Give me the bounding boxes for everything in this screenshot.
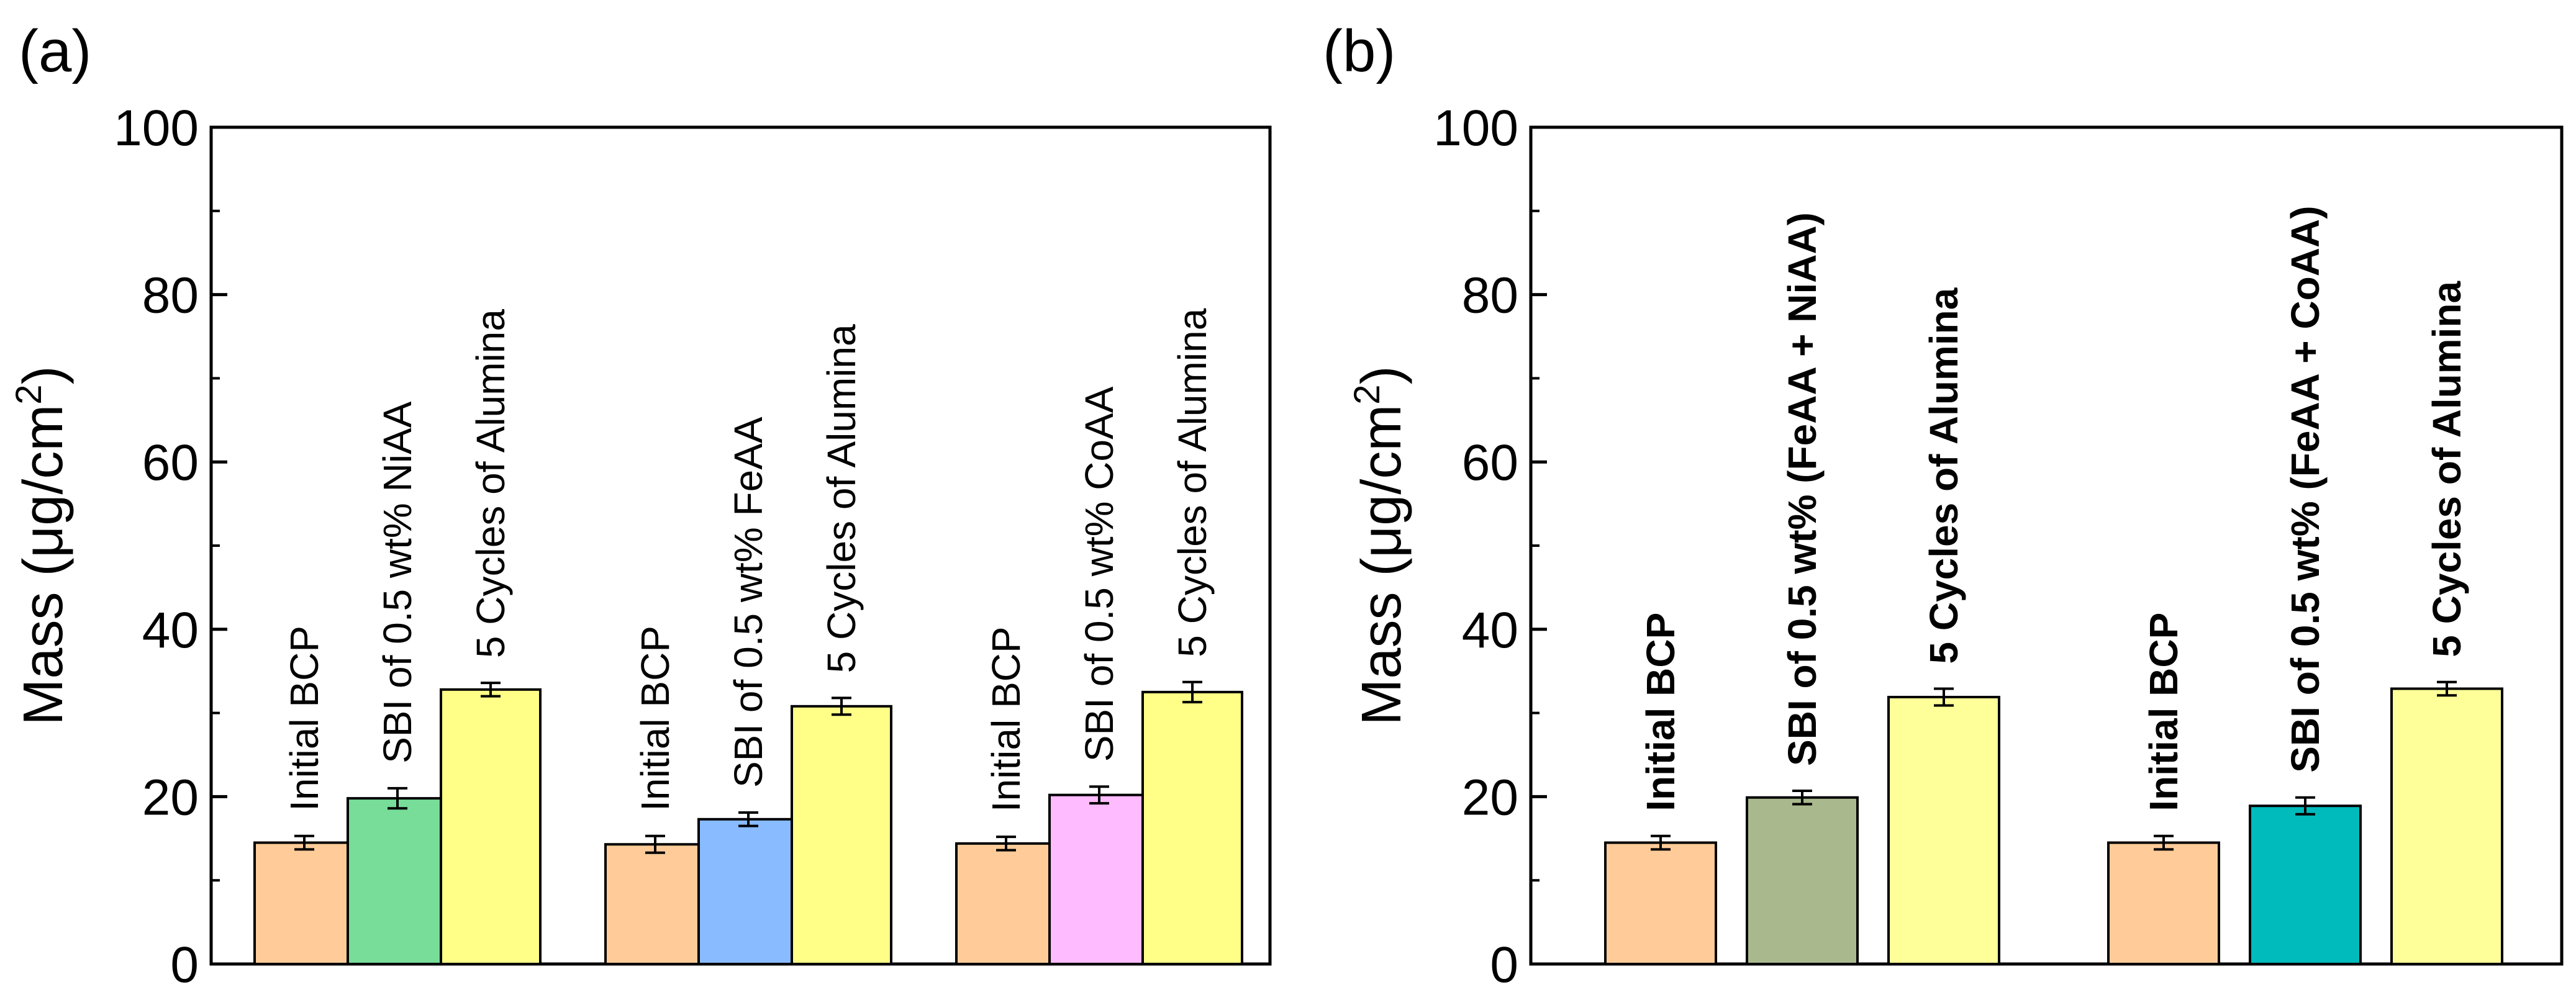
- bar: [1746, 796, 1859, 966]
- chart-panel-1: (b) 0 20 40 60 80 100 Mass (μg/cm2) Initial BCP S…: [1323, 18, 2564, 993]
- bar: [1048, 793, 1150, 965]
- y-axis-title-text: Mass (μg/cm: [12, 405, 75, 726]
- bar-label: SBI of 0.5 wt% NiAA: [375, 401, 420, 764]
- bar-label: SBI of 0.5 wt% FeAA: [726, 417, 771, 788]
- bar: [1141, 690, 1243, 966]
- panel-label: (b): [1323, 18, 1395, 84]
- bar: [955, 842, 1057, 965]
- y-axis-title-superscript: 2: [1347, 384, 1387, 404]
- y-tick-label: 80: [1462, 268, 1518, 324]
- chart-panel-0: (a) 0 20 40 60 80 100 Mass (μg/cm2) Initial BCP S…: [9, 18, 1272, 993]
- y-axis-title-text: Mass (μg/cm: [1351, 405, 1413, 726]
- y-tick-label: 100: [1433, 100, 1518, 156]
- bar-label: 5 Cycles of Alumina: [2424, 281, 2469, 657]
- bar: [1604, 841, 1717, 966]
- y-tick-label: 0: [1490, 937, 1518, 993]
- bar: [253, 841, 355, 966]
- bar: [2249, 804, 2362, 966]
- y-axis-title-close: ): [12, 366, 75, 384]
- y-tick-label: 80: [142, 268, 199, 324]
- bar-label: SBI of 0.5 wt% (FeAA + NiAA): [1780, 212, 1825, 766]
- y-axis-title: Mass (μg/cm2): [1347, 366, 1413, 725]
- y-tick-label: 40: [1462, 602, 1518, 659]
- y-tick-label: 60: [142, 435, 199, 491]
- bar-label: 5 Cycles of Alumina: [468, 309, 513, 658]
- bar: [2107, 841, 2220, 966]
- bar: [440, 688, 542, 965]
- bar-label: Initial BCP: [2141, 613, 2186, 811]
- y-tick-label: 20: [142, 769, 199, 826]
- bar-label: 5 Cycles of Alumina: [819, 324, 864, 673]
- panel-label: (a): [19, 18, 91, 84]
- bar-label: Initial BCP: [282, 626, 327, 811]
- y-tick-label: 40: [142, 602, 199, 659]
- bar-label: 5 Cycles of Alumina: [1921, 287, 1966, 664]
- y-axis-title: Mass (μg/cm2): [9, 366, 75, 725]
- bar: [697, 818, 799, 966]
- bar-label: Initial BCP: [1638, 613, 1683, 811]
- y-tick-label: 0: [170, 937, 199, 993]
- y-tick-label: 20: [1462, 769, 1518, 826]
- bar-label: Initial BCP: [984, 626, 1028, 812]
- bar-label: 5 Cycles of Alumina: [1170, 308, 1215, 657]
- y-axis-title-close: ): [1351, 366, 1413, 384]
- bar: [604, 843, 706, 965]
- bar: [2390, 687, 2503, 966]
- bar: [791, 705, 892, 966]
- y-tick-label: 60: [1462, 435, 1518, 491]
- bar: [347, 797, 448, 965]
- bar: [1887, 695, 2000, 966]
- y-tick-label: 100: [114, 100, 199, 156]
- bar-label: SBI of 0.5 wt% (FeAA + CoAA): [2283, 205, 2328, 772]
- bar-label: SBI of 0.5 wt% CoAA: [1077, 386, 1122, 762]
- bar-label: Initial BCP: [633, 626, 678, 811]
- y-axis-title-superscript: 2: [9, 384, 49, 404]
